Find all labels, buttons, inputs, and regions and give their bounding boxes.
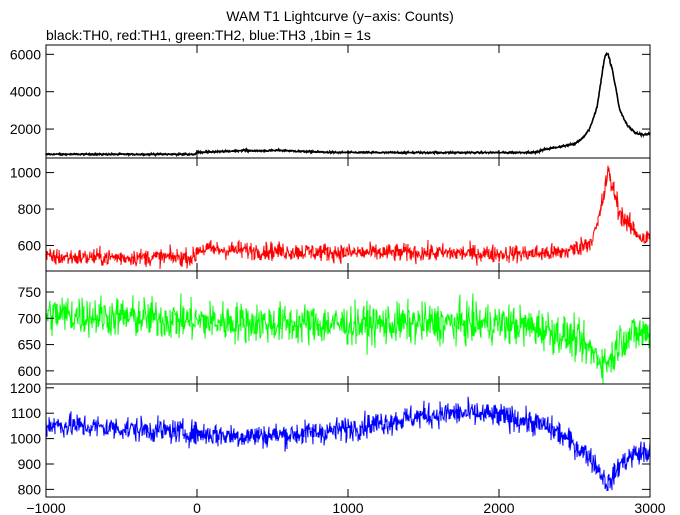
y-tick-label: 700 [18,310,42,326]
y-tick-label: 4000 [10,84,41,100]
y-tick-label: 750 [18,284,42,300]
series-th1-line [45,165,651,270]
x-tick-label: 1000 [332,500,363,515]
y-tick-label: 600 [18,237,42,253]
y-tick-label: 1100 [11,405,41,421]
panel-frame-th0 [45,44,651,159]
chart-subtitle: black:TH0, red:TH1, green:TH2, blue:TH3 … [46,27,371,43]
series-th3-line [45,396,651,491]
y-tick-label: 1200 [10,380,41,396]
x-tick-label: −1000 [26,500,66,515]
series-th0-line [45,51,651,158]
x-tick-label: 3000 [634,500,665,515]
y-tick-label: 800 [18,201,42,217]
y-tick-label: 900 [18,456,42,472]
series-th2-line [45,293,651,385]
x-tick-label: 0 [193,500,201,515]
y-tick-label: 6000 [10,46,41,62]
chart-title: WAM T1 Lightcurve (y−axis: Counts) [226,8,454,24]
y-tick-label: 800 [18,481,42,497]
y-tick-label: 2000 [10,121,41,137]
y-tick-label: 650 [18,337,42,353]
y-tick-label: 1000 [10,431,41,447]
y-tick-label: 600 [18,363,42,379]
x-tick-label: 2000 [483,500,514,515]
y-tick-label: 1000 [10,165,41,181]
